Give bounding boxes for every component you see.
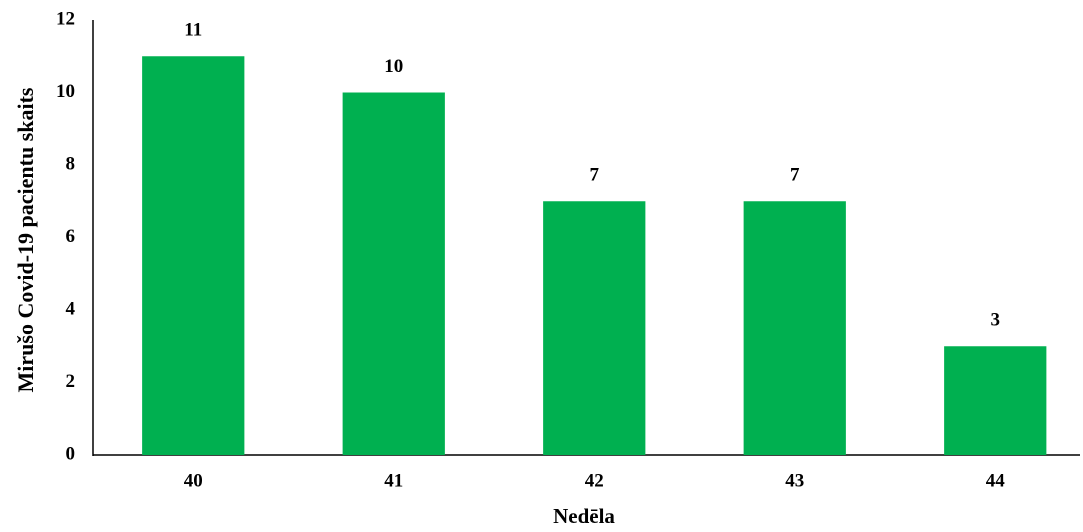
y-tick-label: 10 [56, 81, 75, 102]
y-tick-label: 12 [56, 8, 75, 29]
y-tick-label: 2 [66, 371, 76, 392]
y-tick-label: 6 [66, 226, 76, 247]
x-tick-label: 40 [184, 470, 203, 491]
bar [743, 201, 846, 455]
x-tick-label: 41 [384, 470, 403, 491]
x-tick-label: 43 [785, 470, 804, 491]
bar [543, 201, 646, 455]
data-label: 10 [384, 56, 403, 77]
bar [944, 346, 1047, 455]
y-tick-label: 4 [66, 298, 76, 319]
y-tick-label: 8 [66, 153, 76, 174]
bar [342, 92, 445, 455]
x-tick-label: 44 [986, 470, 1006, 491]
data-label: 7 [590, 165, 600, 186]
data-label: 11 [184, 20, 202, 41]
y-axis-label: Mirušo Covid-19 pacientu skaits [13, 87, 38, 392]
bar [142, 56, 245, 455]
x-axis-label: Nedēla [553, 504, 615, 528]
x-tick-label: 42 [585, 470, 604, 491]
data-label: 3 [991, 310, 1001, 331]
data-label: 7 [790, 165, 800, 186]
y-tick-label: 0 [66, 443, 76, 464]
